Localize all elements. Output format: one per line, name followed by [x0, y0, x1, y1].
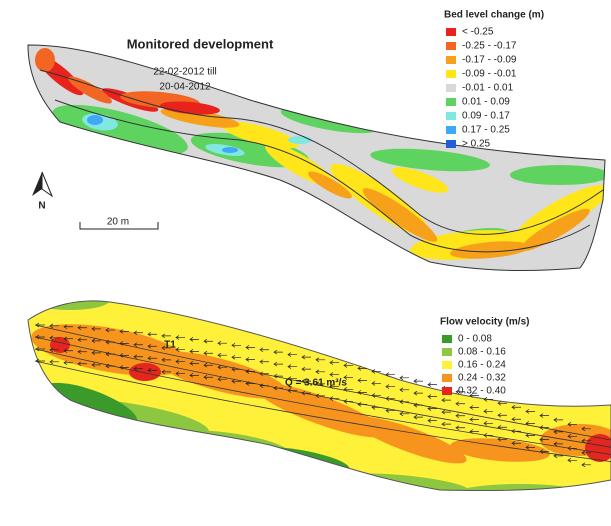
legend-label: 0.17 - 0.25: [462, 125, 510, 136]
legend-label: -0.09 - -0.01: [462, 69, 517, 80]
legend-swatch: [442, 335, 452, 343]
legend-label: 0.16 - 0.24: [458, 360, 506, 371]
legend-swatch: [442, 361, 452, 369]
map-patch: [30, 290, 110, 310]
legend-swatch: [442, 348, 452, 356]
legend-swatch: [446, 140, 456, 148]
legend-swatch: [446, 28, 456, 36]
legend-swatch: [442, 387, 452, 395]
flow-arrow: [414, 379, 423, 383]
discharge-label: Q = 3.61 m³/s: [285, 378, 347, 389]
legend-swatch: [442, 374, 452, 382]
figure: N 20 m Monitored development 22-02-2012 …: [0, 0, 611, 526]
legend-title: Bed level change (m): [444, 10, 544, 21]
legend-label: 0.09 - 0.17: [462, 111, 510, 122]
panel-title: Monitored development: [127, 36, 274, 51]
map-patch: [87, 115, 103, 125]
legend-swatch: [446, 126, 456, 134]
flow-arrow: [428, 383, 437, 387]
legend-swatch: [446, 98, 456, 106]
legend-label: 0.32 - 0.40: [458, 386, 506, 397]
flow-arrow: [400, 376, 409, 380]
period-line: 22-02-2012 till: [153, 67, 216, 78]
legend-label: < -0.25: [462, 27, 494, 38]
legend-swatch: [446, 56, 456, 64]
north-label: N: [38, 201, 45, 212]
legend-label: 0 - 0.08: [458, 334, 492, 345]
legend-label: 0.24 - 0.32: [458, 373, 506, 384]
scale-label: 20 m: [107, 217, 129, 228]
legend-label: 0.08 - 0.16: [458, 347, 506, 358]
map-patch: [140, 174, 160, 186]
map-patch: [288, 136, 312, 144]
legend-label: > 0.25: [462, 139, 491, 150]
legend-title: Flow velocity (m/s): [440, 317, 529, 328]
transect-label: T1: [164, 340, 176, 351]
map-patch: [460, 484, 580, 500]
map-patch: [510, 165, 610, 185]
bed-level-map: [0, 30, 611, 280]
legend-swatch: [446, 84, 456, 92]
period-line: 20-04-2012: [159, 82, 211, 93]
map-patch: [129, 363, 161, 381]
legend-swatch: [446, 70, 456, 78]
legend-swatch: [446, 42, 456, 50]
map-patch: [222, 147, 238, 153]
legend-label: -0.17 - -0.09: [462, 55, 517, 66]
legend-label: -0.01 - 0.01: [462, 83, 514, 94]
legend-label: -0.25 - -0.17: [462, 41, 517, 52]
legend-label: 0.01 - 0.09: [462, 97, 510, 108]
north-arrow: [32, 172, 52, 196]
legend-swatch: [446, 112, 456, 120]
map-patch: [35, 48, 55, 72]
